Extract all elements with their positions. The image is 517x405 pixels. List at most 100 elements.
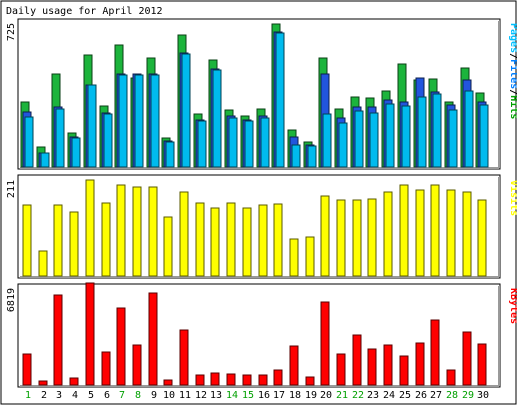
bar-kbytes-day-6 <box>101 351 111 386</box>
bar-visits-day-4 <box>69 211 79 277</box>
bar-kbytes-day-16 <box>258 374 268 386</box>
bar-visits-day-18 <box>289 238 299 277</box>
panel-kbytes: 6819 KBytes <box>6 282 517 388</box>
bar-pages-day-5 <box>87 84 97 168</box>
legend-part: Visits <box>508 180 517 216</box>
bar-visits-day-25 <box>399 184 409 277</box>
bar-pages-day-11 <box>181 53 191 168</box>
bar-pages-day-9 <box>150 74 160 168</box>
bar-pages-day-10 <box>165 141 175 168</box>
bar-kbytes-day-19 <box>305 376 315 386</box>
bar-pages-day-26 <box>417 96 427 168</box>
bar-visits-day-20 <box>320 195 330 277</box>
bar-pages-day-21 <box>338 122 348 168</box>
bar-kbytes-day-29 <box>462 331 472 386</box>
day-label: 12 <box>195 390 207 401</box>
bar-visits-day-23 <box>367 198 377 277</box>
day-label: 15 <box>242 390 254 401</box>
panel-max-label: 211 <box>6 180 17 198</box>
bar-kbytes-day-14 <box>226 373 236 386</box>
day-label: 30 <box>477 390 489 401</box>
bar-visits-day-7 <box>116 184 126 277</box>
bar-kbytes-day-10 <box>163 379 173 386</box>
bar-kbytes-day-23 <box>367 348 377 386</box>
day-label: 17 <box>273 390 285 401</box>
bar-kbytes-day-13 <box>210 372 220 386</box>
panel-max-label: 6819 <box>6 288 17 312</box>
bar-pages-day-18 <box>291 144 301 168</box>
bar-pages-day-1 <box>24 116 34 168</box>
bar-visits-day-5 <box>85 179 95 277</box>
bar-visits-day-22 <box>352 199 362 277</box>
bar-pages-day-17 <box>275 32 285 168</box>
bar-kbytes-day-7 <box>116 307 126 386</box>
bar-kbytes-day-18 <box>289 345 299 386</box>
bar-kbytes-day-22 <box>352 334 362 386</box>
day-label: 23 <box>367 390 379 401</box>
bar-kbytes-day-26 <box>415 342 425 386</box>
bar-visits-day-16 <box>258 204 268 277</box>
legend-part: KBytes <box>508 288 517 324</box>
day-label: 6 <box>104 390 110 401</box>
bar-pages-day-14 <box>228 117 238 168</box>
day-label: 13 <box>210 390 222 401</box>
legend-part: / <box>508 89 517 95</box>
day-label: 2 <box>41 390 47 401</box>
bar-visits-day-28 <box>446 189 456 277</box>
panel-legend: Visits <box>508 180 517 216</box>
bar-kbytes-day-1 <box>22 353 32 386</box>
day-label: 24 <box>383 390 395 401</box>
day-label: 7 <box>119 390 125 401</box>
day-label: 5 <box>88 390 94 401</box>
legend-part: Pages <box>508 23 517 53</box>
bar-visits-day-8 <box>132 186 142 277</box>
bar-pages-day-4 <box>71 137 81 168</box>
bar-kbytes-day-20 <box>320 301 330 386</box>
bar-visits-day-15 <box>242 207 252 277</box>
bar-pages-day-29 <box>464 90 474 168</box>
series-visits <box>22 179 487 277</box>
bar-pages-day-16 <box>260 117 270 168</box>
panel-legend: KBytes <box>508 288 517 324</box>
bar-pages-day-15 <box>244 120 254 168</box>
series-kbytes <box>22 282 487 386</box>
bar-pages-day-2 <box>40 152 50 168</box>
day-label: 1 <box>25 390 31 401</box>
day-labels: 1 2 3 4 5 6 7 8 9 10 11 12 13 14 15 16 17 18 19 20 21 22 23 24 2… <box>25 390 489 401</box>
bar-kbytes-day-30 <box>477 343 487 386</box>
day-label: 26 <box>415 390 427 401</box>
bar-kbytes-day-15 <box>242 374 252 386</box>
bar-pages-day-12 <box>197 120 207 168</box>
bar-kbytes-day-5 <box>85 282 95 386</box>
day-label: 18 <box>289 390 301 401</box>
bar-kbytes-day-9 <box>148 292 158 386</box>
bar-kbytes-day-12 <box>195 374 205 386</box>
day-label: 22 <box>352 390 364 401</box>
bar-visits-day-12 <box>195 202 205 277</box>
day-label: 27 <box>430 390 442 401</box>
bar-visits-day-19 <box>305 236 315 277</box>
bar-pages-day-28 <box>448 109 458 168</box>
bar-visits-day-10 <box>163 216 173 277</box>
bar-visits-day-6 <box>101 202 111 277</box>
bar-kbytes-day-4 <box>69 377 79 386</box>
bar-visits-day-21 <box>336 199 346 277</box>
bar-pages-day-25 <box>401 105 411 168</box>
bar-visits-day-11 <box>179 191 189 277</box>
chart-title: Daily usage for April 2012 <box>6 6 163 17</box>
bar-pages-day-22 <box>354 110 364 168</box>
panel-max-label: 725 <box>6 23 17 41</box>
legend-part: / <box>508 53 517 59</box>
bar-visits-day-30 <box>477 199 487 277</box>
series-pages <box>24 32 489 168</box>
bar-visits-day-9 <box>148 186 158 277</box>
bar-visits-day-24 <box>383 191 393 277</box>
bar-pages-day-23 <box>369 112 379 168</box>
bar-visits-day-3 <box>53 204 63 277</box>
bar-visits-day-1 <box>22 204 32 277</box>
bar-kbytes-day-3 <box>53 294 63 386</box>
bar-pages-day-6 <box>103 113 113 168</box>
bar-pages-day-24 <box>385 103 395 168</box>
